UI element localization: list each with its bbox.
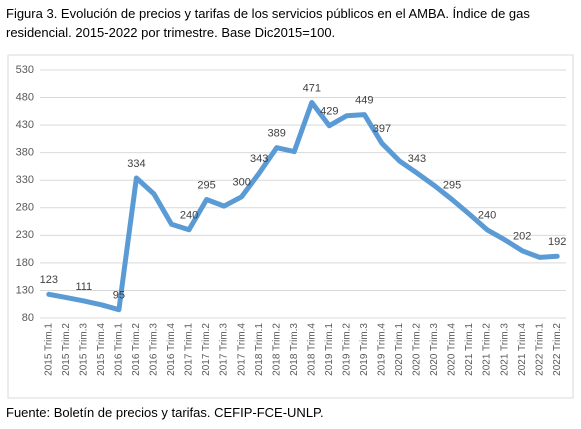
x-tick-label: 2021 Trim.3 bbox=[499, 323, 510, 376]
y-tick-label: 230 bbox=[16, 229, 34, 241]
x-tick-label: 2015 Trim.4 bbox=[96, 323, 107, 376]
data-label: 202 bbox=[513, 231, 531, 243]
x-tick-label: 2017 Trim.2 bbox=[201, 323, 212, 376]
x-tick-label: 2018 Trim.1 bbox=[254, 323, 265, 376]
data-line bbox=[46, 100, 560, 313]
x-tick-label: 2018 Trim.3 bbox=[289, 323, 300, 376]
x-tick-label: 2019 Trim.4 bbox=[377, 323, 388, 376]
x-tick-label: 2018 Trim.4 bbox=[306, 323, 317, 376]
x-tick-label: 2019 Trim.2 bbox=[341, 323, 352, 376]
data-label: 300 bbox=[232, 177, 250, 189]
x-tick-label: 2017 Trim.3 bbox=[219, 323, 230, 376]
x-tick-label: 2017 Trim.4 bbox=[236, 323, 247, 376]
data-label: 240 bbox=[478, 210, 496, 222]
x-tick-label: 2021 Trim.2 bbox=[482, 323, 493, 376]
data-label: 95 bbox=[113, 290, 125, 302]
chart-title: Figura 3. Evolución de precios y tarifas… bbox=[6, 6, 530, 40]
x-tick-label: 2020 Trim.1 bbox=[394, 323, 405, 376]
x-tick-label: 2020 Trim.4 bbox=[447, 323, 458, 376]
x-tick-label: 2022 Trim.2 bbox=[552, 323, 563, 376]
data-label: 389 bbox=[268, 128, 286, 140]
data-label: 343 bbox=[250, 153, 268, 165]
data-label: 240 bbox=[180, 210, 198, 222]
x-tick-label: 2016 Trim.4 bbox=[166, 323, 177, 376]
chart-border bbox=[7, 54, 574, 399]
source-note: Fuente: Boletín de precios y tarifas. CE… bbox=[6, 405, 324, 420]
data-label: 192 bbox=[548, 236, 566, 248]
y-tick-label: 380 bbox=[16, 147, 34, 159]
x-tick-label: 2019 Trim.3 bbox=[359, 323, 370, 376]
y-tick-label: 280 bbox=[16, 202, 34, 214]
x-tick-label: 2020 Trim.2 bbox=[412, 323, 423, 376]
y-tick-label: 180 bbox=[16, 257, 34, 269]
data-label: 123 bbox=[40, 274, 58, 286]
x-tick-label: 2021 Trim.4 bbox=[517, 323, 528, 376]
data-label: 111 bbox=[75, 281, 92, 293]
x-tick-label: 2022 Trim.1 bbox=[534, 323, 545, 376]
data-label: 343 bbox=[408, 153, 426, 165]
x-tick-label: 2015 Trim.3 bbox=[78, 323, 89, 376]
y-tick-label: 530 bbox=[16, 64, 34, 76]
x-tick-label: 2020 Trim.3 bbox=[429, 323, 440, 376]
x-tick-label: 2021 Trim.1 bbox=[464, 323, 475, 376]
y-tick-label: 130 bbox=[16, 284, 34, 296]
data-label: 471 bbox=[303, 82, 321, 94]
data-label: 397 bbox=[373, 123, 391, 135]
x-tick-label: 2016 Trim.3 bbox=[149, 323, 160, 376]
data-label: 295 bbox=[443, 179, 461, 191]
data-label: 449 bbox=[355, 95, 373, 107]
x-tick-label: 2016 Trim.1 bbox=[114, 323, 125, 376]
x-tick-label: 2015 Trim.1 bbox=[43, 323, 54, 376]
data-label: 334 bbox=[127, 158, 145, 170]
y-tick-label: 430 bbox=[16, 119, 34, 131]
x-tick-label: 2016 Trim.2 bbox=[131, 323, 142, 376]
y-tick-label: 80 bbox=[22, 312, 34, 324]
data-label: 429 bbox=[320, 106, 338, 118]
y-tick-label: 480 bbox=[16, 91, 34, 103]
y-tick-label: 330 bbox=[16, 174, 34, 186]
x-tick-label: 2015 Trim.2 bbox=[61, 323, 72, 376]
data-label: 295 bbox=[197, 179, 215, 191]
x-tick-label: 2017 Trim.1 bbox=[184, 323, 195, 376]
x-tick-label: 2019 Trim.1 bbox=[324, 323, 335, 376]
x-tick-label: 2018 Trim.2 bbox=[271, 323, 282, 376]
